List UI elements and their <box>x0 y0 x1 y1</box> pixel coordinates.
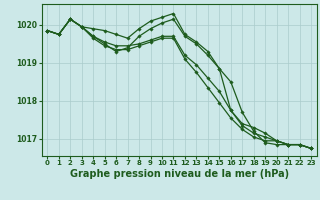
X-axis label: Graphe pression niveau de la mer (hPa): Graphe pression niveau de la mer (hPa) <box>70 169 289 179</box>
